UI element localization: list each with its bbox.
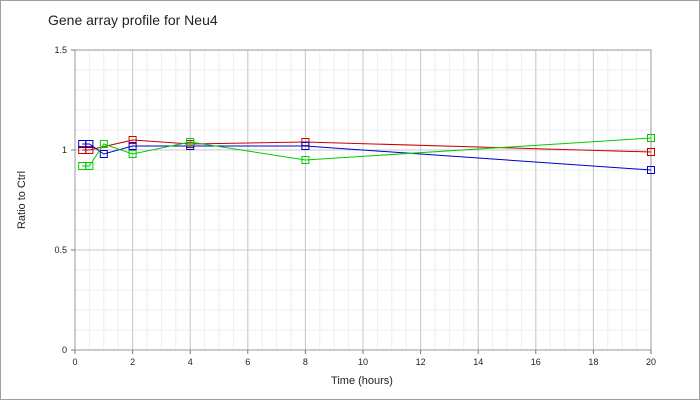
y-axis: 0 0.5 1 1.5 — [54, 45, 75, 355]
y-tick-label: 1 — [62, 145, 67, 155]
series-line — [82, 137, 652, 167]
x-tick-label: 10 — [358, 357, 368, 367]
x-tick-label: 12 — [416, 357, 426, 367]
x-axis: 0 2 4 6 8 10 12 14 16 18 20 — [72, 350, 656, 367]
data-point[interactable] — [99, 140, 108, 148]
y-tick-label: 0.5 — [54, 245, 67, 255]
data-point[interactable] — [647, 148, 655, 156]
x-tick-label: 20 — [646, 357, 656, 367]
x-tick-label: 8 — [303, 357, 308, 367]
data-point[interactable] — [85, 146, 94, 154]
data-point[interactable] — [301, 142, 310, 150]
x-tick-label: 0 — [72, 357, 77, 367]
data-point[interactable] — [85, 162, 94, 170]
x-axis-label: Time (hours) — [331, 375, 393, 387]
y-tick-label: 1.5 — [54, 45, 67, 55]
y-axis-label: Ratio to Ctrl — [16, 171, 28, 229]
chart-title: Gene array profile for Neu4 — [48, 12, 218, 28]
x-tick-label: 4 — [188, 357, 193, 367]
data-point[interactable] — [647, 134, 655, 142]
series-2 — [78, 140, 655, 174]
series-line — [82, 143, 652, 171]
data-point[interactable] — [301, 156, 310, 164]
data-point[interactable] — [647, 166, 655, 174]
y-tick-label: 0 — [62, 345, 67, 355]
x-tick-label: 18 — [588, 357, 598, 367]
data-point[interactable] — [186, 138, 195, 146]
data-point[interactable] — [128, 136, 137, 144]
data-point[interactable] — [85, 140, 94, 148]
x-tick-label: 2 — [130, 357, 135, 367]
data-point[interactable] — [128, 142, 137, 150]
data-point[interactable] — [99, 150, 108, 158]
x-tick-label: 16 — [531, 357, 541, 367]
data-point[interactable] — [128, 150, 137, 158]
x-tick-label: 14 — [473, 357, 483, 367]
x-tick-label: 6 — [245, 357, 250, 367]
series-line — [82, 139, 652, 153]
series-layer — [78, 134, 655, 174]
series-3 — [78, 134, 655, 170]
